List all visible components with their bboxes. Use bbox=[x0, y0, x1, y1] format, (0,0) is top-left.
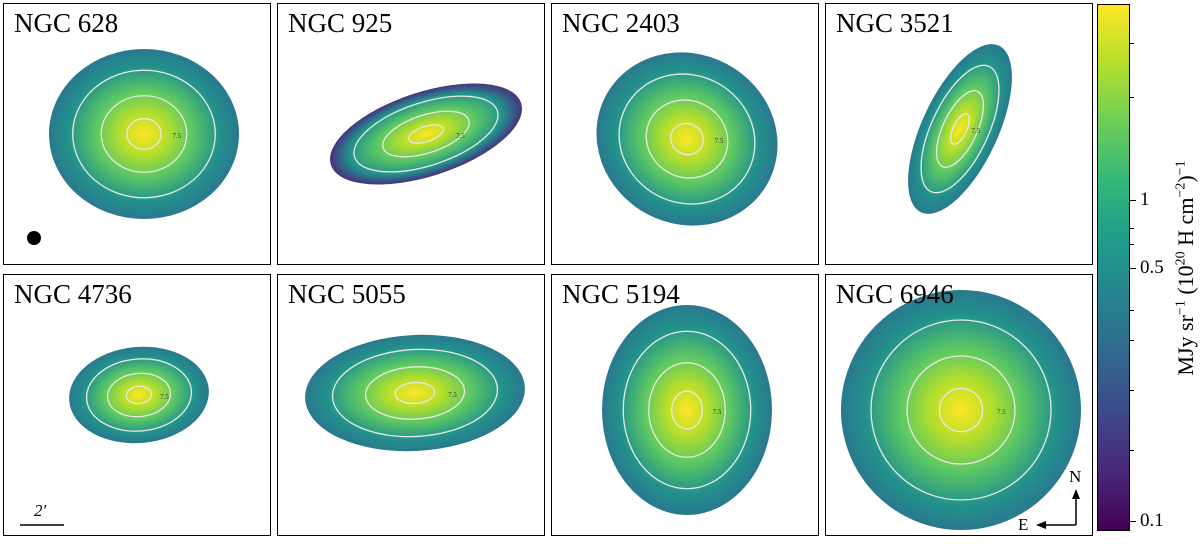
contour-line bbox=[394, 381, 436, 405]
colorbar-tick bbox=[1130, 521, 1136, 523]
colorbar-minor-tick bbox=[1130, 310, 1134, 312]
contour-label: 7.5 bbox=[971, 127, 980, 135]
galaxy-panel: 7.5 NGC 5194 bbox=[551, 274, 819, 536]
contour-line bbox=[622, 330, 752, 490]
contour-label: 7.5 bbox=[715, 137, 724, 145]
colorbar-minor-tick bbox=[1130, 450, 1134, 452]
contour-line bbox=[645, 99, 729, 179]
contour-line bbox=[938, 387, 984, 433]
contour-line bbox=[106, 372, 172, 418]
galaxy-map: 7.5 bbox=[49, 49, 239, 219]
contour-label: 7.5 bbox=[448, 391, 457, 399]
colorbar-minor-tick bbox=[1130, 390, 1134, 392]
colorbar-minor-tick bbox=[1130, 340, 1134, 342]
contour-label: 7.5 bbox=[173, 132, 182, 140]
contour-line bbox=[935, 90, 985, 168]
galaxy-emission bbox=[49, 49, 239, 219]
beam-icon bbox=[27, 231, 41, 245]
compass-icon bbox=[1036, 489, 1080, 529]
galaxy-emission bbox=[596, 52, 778, 226]
colorbar-minor-tick bbox=[1130, 97, 1134, 99]
compass-east: E bbox=[1018, 515, 1029, 534]
contour-line bbox=[382, 110, 470, 158]
galaxy-map: 7.5 bbox=[330, 83, 522, 185]
galaxy-panel: 7.5 NGC 925 bbox=[277, 3, 545, 265]
contour-line bbox=[126, 118, 162, 150]
contour-line bbox=[72, 69, 216, 199]
contour-line bbox=[950, 113, 970, 145]
contour-line bbox=[85, 358, 193, 432]
colorbar-minor-tick bbox=[1130, 244, 1134, 246]
colorbar-minor-tick bbox=[1130, 228, 1134, 230]
scale-bar-label: 2′ bbox=[34, 501, 47, 520]
galaxy-emission bbox=[69, 346, 209, 444]
panel-title: NGC 6946 bbox=[836, 279, 954, 309]
contour-line bbox=[920, 64, 1000, 194]
colorbar-tick bbox=[1130, 268, 1136, 270]
contour-line bbox=[648, 362, 726, 458]
panel-title: NGC 925 bbox=[288, 8, 393, 38]
panel-title: NGC 3521 bbox=[836, 8, 954, 38]
panel-title: NGC 4736 bbox=[14, 279, 132, 309]
galaxy-emission bbox=[841, 290, 1081, 530]
contour-line bbox=[100, 95, 188, 173]
panel-title: NGC 5194 bbox=[562, 279, 680, 309]
contour-line bbox=[408, 124, 444, 144]
colorbar-label: MJy sr−1 (1020 H cm−2)−1 bbox=[1173, 160, 1198, 376]
panel-title: NGC 628 bbox=[14, 8, 119, 38]
contour-label: 7.5 bbox=[713, 408, 722, 416]
galaxy-emission bbox=[305, 334, 525, 452]
contour-line bbox=[618, 73, 756, 205]
contour-label: 7.5 bbox=[456, 132, 465, 140]
galaxy-emission bbox=[908, 44, 1012, 214]
beam-marker bbox=[27, 231, 41, 245]
contour-line bbox=[870, 319, 1052, 501]
galaxy-map: 7.5 bbox=[69, 346, 209, 444]
galaxy-panel: 7.5 NGC 4736 2′ bbox=[3, 274, 271, 536]
colorbar-tick-label: 0.1 bbox=[1140, 510, 1164, 531]
scale-bar bbox=[20, 524, 64, 526]
contour-line bbox=[364, 366, 466, 420]
galaxy-map: 7.5 bbox=[841, 290, 1081, 530]
galaxy-panel: 7.5 NGC 3521 bbox=[825, 3, 1093, 265]
galaxy-panel: 7.5 NGC 2403 bbox=[551, 3, 819, 265]
panel-title: NGC 2403 bbox=[562, 8, 680, 38]
galaxy-map: 7.5 bbox=[596, 52, 778, 226]
galaxy-panel: 7.5 NGC 628 bbox=[3, 3, 271, 265]
colorbar-tick-label: 0.5 bbox=[1140, 257, 1164, 278]
panel-title: NGC 5055 bbox=[288, 279, 406, 309]
contour-line bbox=[671, 390, 703, 430]
colorbar-tick-label: 1 bbox=[1140, 189, 1150, 210]
contour-line bbox=[906, 355, 1016, 465]
contour-line bbox=[125, 385, 153, 405]
colorbar-minor-tick bbox=[1130, 43, 1134, 45]
contour-line bbox=[353, 95, 499, 173]
galaxy-map: 7.5 bbox=[305, 334, 525, 452]
galaxy-map: 7.5 bbox=[908, 44, 1012, 214]
contour-line bbox=[331, 348, 499, 438]
galaxy-emission bbox=[602, 305, 772, 515]
contour-label: 7.5 bbox=[160, 393, 169, 401]
galaxy-panel: 7.5 NGC 5055 bbox=[277, 274, 545, 536]
galaxy-panel: 7.5 NGC 6946 N E bbox=[825, 274, 1093, 536]
colorbar bbox=[1097, 4, 1130, 531]
compass-north: N bbox=[1069, 467, 1082, 486]
galaxy-map: 7.5 bbox=[602, 305, 772, 515]
contour-line bbox=[670, 122, 704, 156]
colorbar-tick bbox=[1130, 200, 1136, 202]
galaxy-emission bbox=[330, 83, 522, 185]
contour-label: 7.5 bbox=[997, 408, 1006, 416]
